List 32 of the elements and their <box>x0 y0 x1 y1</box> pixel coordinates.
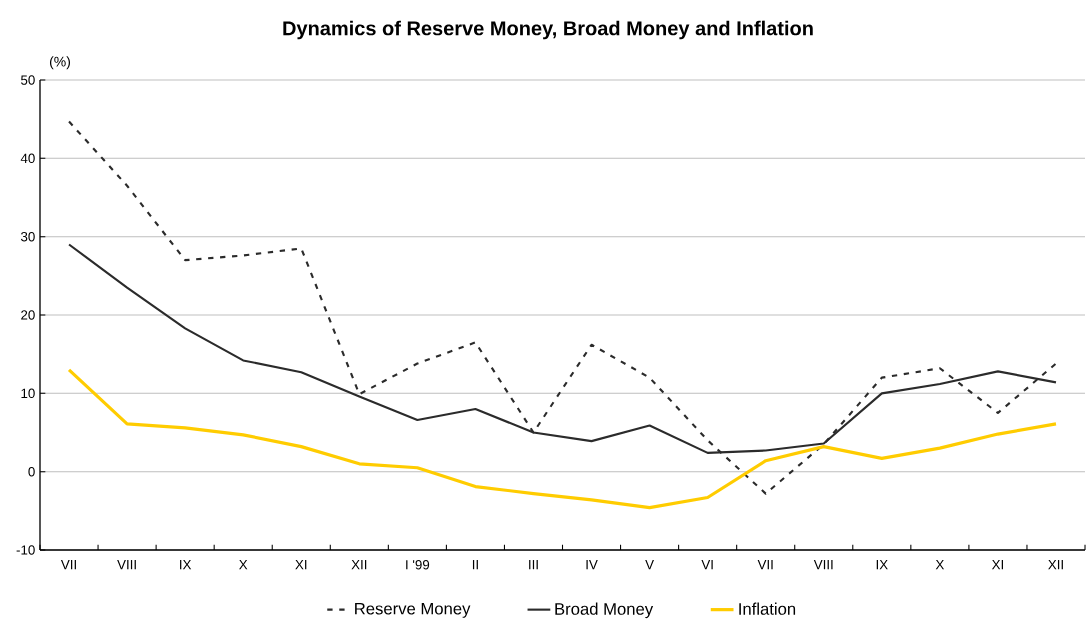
x-tick-label: I '99 <box>406 560 430 570</box>
chart-title: Dynamics of Reserve Money, Broad Money and Inflation <box>283 20 813 40</box>
x-tick-label: XI <box>295 560 307 570</box>
y-tick-label: 30 <box>20 231 35 242</box>
y-tick-label: 50 <box>21 75 35 85</box>
legend-label: Broad Money <box>555 602 654 619</box>
y-axis-title: (%) <box>49 56 71 70</box>
x-tick-label: VIII <box>117 560 136 570</box>
legend-label: Reserve Money <box>355 602 471 618</box>
x-tick-label: VII <box>60 560 76 570</box>
x-tick-label: III <box>529 560 538 570</box>
x-tick-label: II <box>472 560 478 570</box>
x-tick-label: IV <box>586 560 598 570</box>
x-tick-label: X <box>935 560 945 570</box>
x-tick-label: XI <box>991 560 1003 570</box>
legend-label: Inflation <box>739 602 796 615</box>
line-series <box>67 120 1058 495</box>
x-tick-label: VI <box>701 560 713 570</box>
x-tick-label: XII <box>1048 560 1063 570</box>
x-tick-label: IX <box>180 560 192 570</box>
y-tick-label: 10 <box>21 388 35 399</box>
x-tick-label: IX <box>876 560 888 570</box>
y-tick-label: -10 <box>16 545 35 555</box>
x-tick-label: X <box>239 560 248 570</box>
x-tick-label: V <box>645 560 654 570</box>
y-tick-label: 20 <box>21 310 35 320</box>
x-tick-label: XII <box>351 560 367 570</box>
line-series <box>67 368 1058 510</box>
y-tick-label: 40 <box>20 153 35 164</box>
x-tick-label: VII <box>757 560 773 570</box>
x-tick-label: VIII <box>813 560 833 570</box>
y-tick-label: 0 <box>28 466 35 477</box>
